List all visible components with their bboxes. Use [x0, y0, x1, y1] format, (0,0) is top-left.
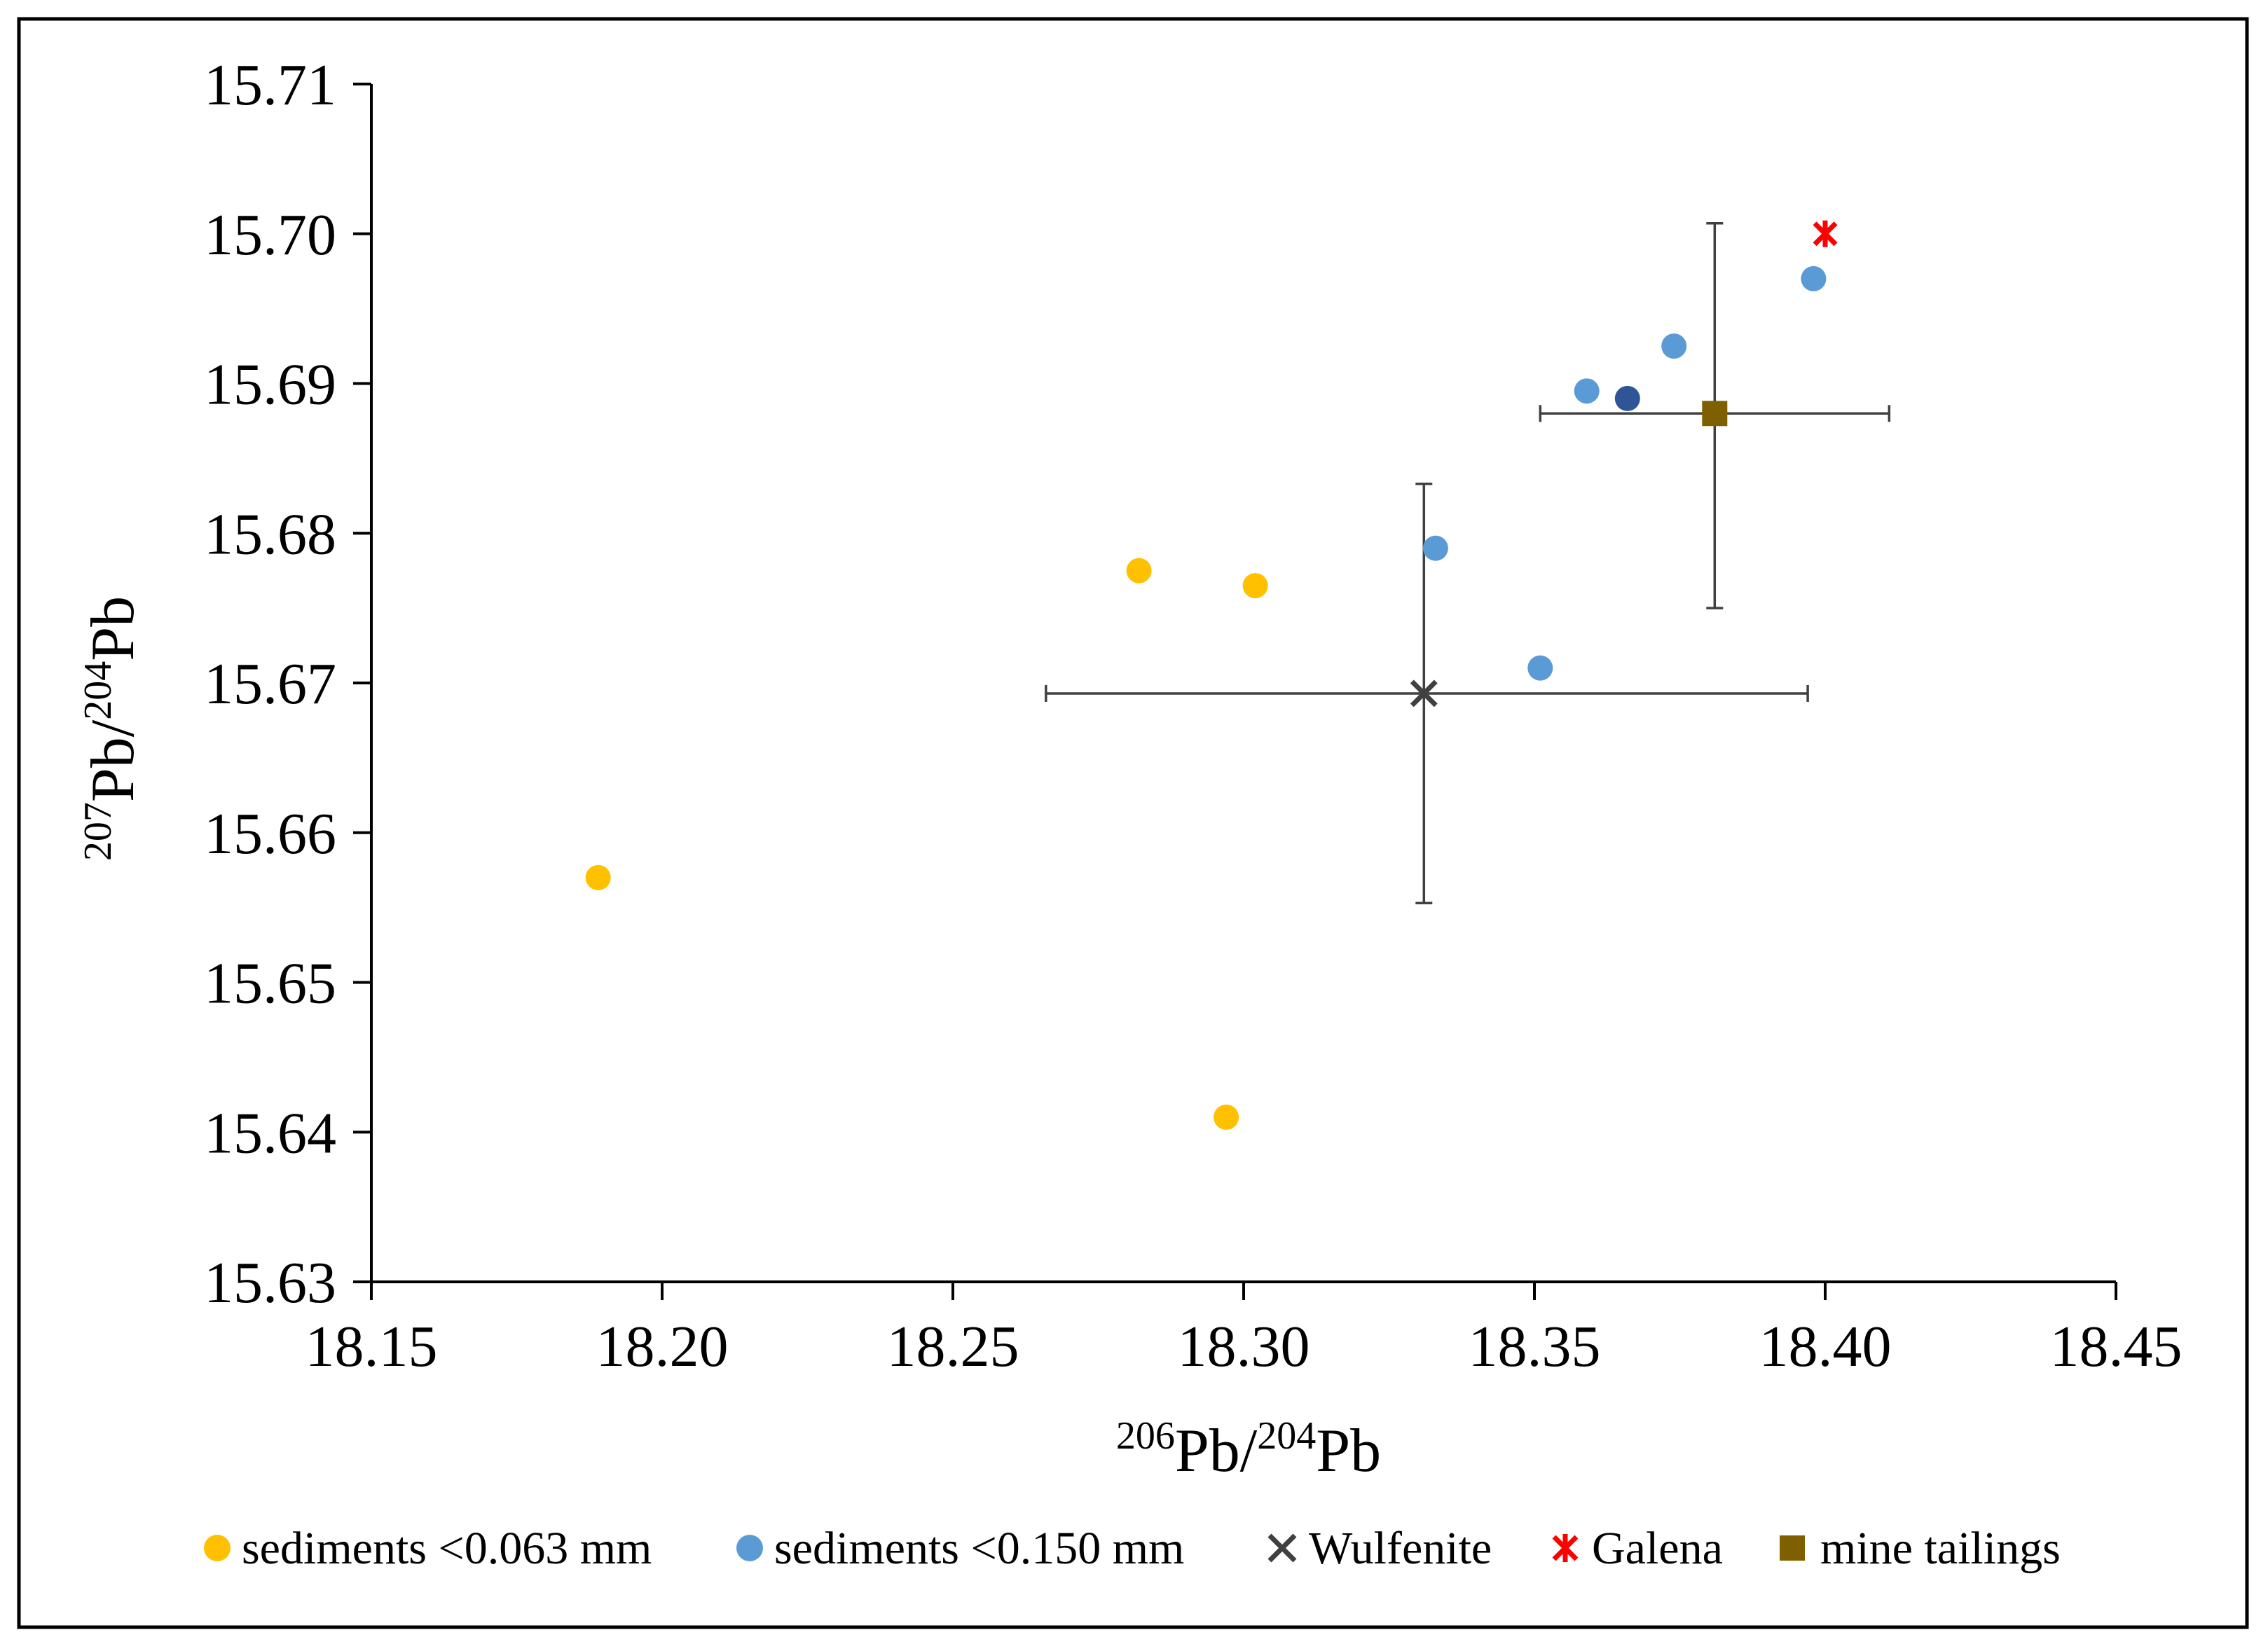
x-tick-label: 18.45 [2050, 1314, 2183, 1379]
x-tick-label: 18.15 [305, 1314, 438, 1379]
legend-label-sediments-150: sediments <0.150 mm [774, 1523, 1184, 1574]
legend-label-mine-tailings: mine tailings [1820, 1523, 2061, 1574]
point-sediments-0-150-mm [1661, 333, 1687, 359]
x-title-base2: Pb [1316, 1417, 1381, 1485]
y-ticks: 15.63 15.64 15.65 15.66 15.67 15.68 15.69 15.70… [204, 53, 371, 1315]
x-tick-label: 18.25 [887, 1314, 1019, 1379]
y-tick-label: 15.66 [204, 801, 336, 866]
y-title-sup1: 207 [76, 802, 120, 861]
legend-label-galena: Galena [1592, 1523, 1723, 1574]
legend: sediments <0.063 mm sediments <0.150 mm … [204, 1523, 2061, 1574]
x-axis-title: 206Pb/204Pb [1116, 1414, 1381, 1485]
y-tick-label: 15.68 [204, 502, 336, 567]
y-tick-label: 15.69 [204, 352, 336, 417]
point-sediments-0-063-mm [585, 864, 611, 890]
x-title-sup2: 204 [1257, 1414, 1316, 1458]
legend-marker-sediments-150 [736, 1535, 763, 1561]
x-title-sup1: 206 [1116, 1414, 1175, 1458]
legend-marker-mine-tailings [1780, 1535, 1805, 1561]
legend-entry-sediments-150: sediments <0.150 mm [736, 1523, 1184, 1574]
legend-entry-wulfenite: Wulfenite [1267, 1523, 1492, 1574]
x-ticks: 18.15 18.20 18.25 18.30 18.35 18.40 18.45 [305, 1282, 2183, 1379]
point-sediments-0-150-mm [1422, 535, 1448, 561]
point-sediments-0-063-mm [1214, 1104, 1239, 1130]
legend-entry-mine-tailings: mine tailings [1780, 1523, 2061, 1574]
point-galena [1813, 220, 1838, 247]
data-points [585, 220, 1838, 1130]
y-tick-label: 15.65 [204, 951, 336, 1016]
y-tick-label: 15.63 [204, 1250, 336, 1315]
point-wulfenite [1410, 679, 1438, 707]
y-title-base1: Pb/ [79, 719, 147, 802]
legend-entry-galena: Galena [1552, 1523, 1723, 1574]
x-title-base1: Pb/ [1175, 1417, 1258, 1485]
x-tick-label: 18.30 [1178, 1314, 1310, 1379]
point-sediments-0-150-mm [1574, 378, 1600, 404]
legend-marker-sediments-063 [204, 1535, 231, 1561]
x-tick-label: 18.20 [596, 1314, 729, 1379]
y-tick-label: 15.67 [204, 651, 336, 717]
legend-label-sediments-063: sediments <0.063 mm [242, 1523, 652, 1574]
x-tick-label: 18.40 [1759, 1314, 1892, 1379]
point-sediments-0-063-mm [1126, 558, 1152, 583]
point-sediments-0-063-mm [1242, 573, 1268, 599]
point-sediments-0-150-mm [1614, 385, 1640, 411]
y-axis-title: 207Pb/204Pb [76, 596, 147, 861]
chart-frame [17, 17, 2249, 1629]
legend-marker-galena [1552, 1534, 1579, 1562]
y-title-base2: Pb [79, 596, 147, 661]
point-mine-tailings [1702, 401, 1728, 427]
point-sediments-0-150-mm [1801, 265, 1827, 291]
y-tick-label: 15.64 [204, 1100, 336, 1166]
y-tick-label: 15.71 [204, 53, 336, 118]
legend-entry-sediments-063: sediments <0.063 mm [204, 1523, 652, 1574]
y-title-sup2: 204 [76, 661, 120, 720]
y-tick-label: 15.70 [204, 202, 336, 268]
point-sediments-0-150-mm [1527, 655, 1553, 681]
legend-label-wulfenite: Wulfenite [1309, 1523, 1492, 1574]
legend-marker-wulfenite [1267, 1533, 1297, 1563]
x-tick-label: 18.35 [1469, 1314, 1601, 1379]
